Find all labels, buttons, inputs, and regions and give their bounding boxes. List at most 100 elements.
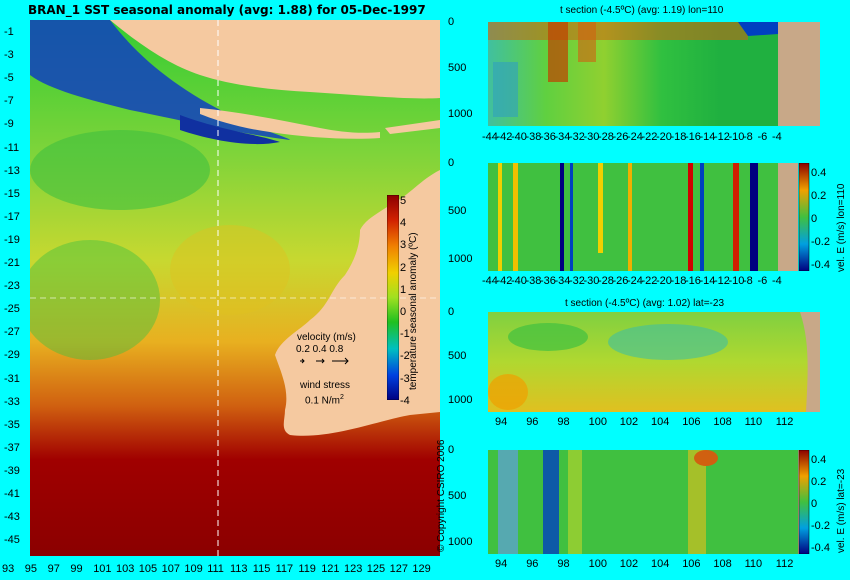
sst-colorbar-tick: -2 bbox=[400, 350, 410, 363]
lon-tick-label: 109 bbox=[184, 563, 203, 575]
panel4-colorbar-label: vel. E (m/s) lat=-23 bbox=[836, 468, 847, 553]
lat-tick-label: -43 bbox=[4, 511, 20, 524]
section-x-tick-label: -42 bbox=[496, 275, 513, 287]
panel3-section bbox=[488, 312, 820, 412]
lon-tick-label: 127 bbox=[389, 563, 408, 575]
lat-tick-label: -41 bbox=[4, 488, 20, 500]
section-x-tick-label: -6 bbox=[757, 131, 768, 143]
lon-tick-label: 129 bbox=[412, 563, 431, 575]
section-x-tick-label: -16 bbox=[685, 131, 701, 143]
section-x-tick-label: 102 bbox=[619, 416, 639, 428]
section-x-tick-label: -34 bbox=[554, 275, 571, 287]
sst-colorbar-label: temperature seasonal anomaly (ºC) bbox=[408, 232, 419, 390]
depth-tick-label: 1000 bbox=[448, 536, 473, 548]
section-x-tick-label: -20 bbox=[656, 275, 672, 287]
section-x-tick-label: -14 bbox=[699, 131, 716, 143]
copyright-notice: © Copyright CSIRO 2006 bbox=[436, 439, 447, 552]
depth-tick-label: 500 bbox=[448, 205, 467, 217]
lat-tick-label: -1 bbox=[4, 26, 14, 38]
section-x-tick-label: -26 bbox=[612, 131, 629, 143]
section-x-tick-label: -36 bbox=[540, 275, 556, 287]
lat-tick-label: -21 bbox=[4, 257, 20, 269]
lon-tick-label: 119 bbox=[298, 563, 316, 575]
section-x-tick-label: 112 bbox=[775, 558, 794, 570]
lat-tick-label: -23 bbox=[4, 280, 20, 293]
velocity-colorbar-tick: -0.4 bbox=[811, 542, 830, 554]
lat-tick-label: -3 bbox=[4, 49, 14, 62]
sst-colorbar-tick: 2 bbox=[400, 261, 407, 274]
section-x-tick-label: 96 bbox=[526, 558, 539, 570]
section-x-tick-label: -14 bbox=[699, 275, 716, 287]
sst-colorbar-tick: -3 bbox=[400, 372, 410, 385]
depth-tick-label: 500 bbox=[448, 490, 467, 502]
lon-tick-label: 117 bbox=[275, 563, 294, 575]
velocity-colorbar-tick: -0.2 bbox=[811, 520, 830, 532]
velocity-colorbar-tick: 0.2 bbox=[811, 190, 827, 202]
section-x-tick-label: -20 bbox=[656, 131, 672, 143]
section-x-tick-label: -32 bbox=[569, 131, 585, 143]
section-x-tick-label: -18 bbox=[670, 131, 687, 143]
panel1-title: t section (-4.5ºC) (avg: 1.19) lon=110 bbox=[560, 5, 724, 16]
lat-tick-label: -29 bbox=[4, 349, 20, 362]
lat-tick-label: -31 bbox=[4, 372, 20, 385]
section-x-tick-label: -42 bbox=[496, 131, 513, 143]
section-x-tick-label: 104 bbox=[651, 416, 670, 428]
velocity-colorbar-tick: 0 bbox=[811, 498, 818, 510]
lat-tick-label: -27 bbox=[4, 326, 20, 339]
section-x-tick-label: -16 bbox=[685, 275, 701, 287]
depth-tick-label: 0 bbox=[448, 444, 455, 456]
section-x-tick-label: -12 bbox=[714, 131, 730, 143]
lat-tick-label: -7 bbox=[4, 95, 14, 108]
velocity-colorbar-tick: 0.4 bbox=[811, 167, 827, 179]
lon-tick-label: 99 bbox=[70, 563, 83, 575]
section-x-tick-label: -4 bbox=[772, 275, 782, 287]
depth-tick-label: 1000 bbox=[448, 394, 473, 406]
section-x-tick-label: 102 bbox=[619, 558, 639, 570]
lon-tick-label: 115 bbox=[252, 563, 271, 575]
section-x-tick-label: -26 bbox=[612, 275, 629, 287]
sst-colorbar-tick: 5 bbox=[400, 195, 407, 207]
sst-colorbar-tick: 4 bbox=[400, 217, 407, 230]
section-x-tick-label: 98 bbox=[557, 416, 570, 428]
lat-tick-label: -17 bbox=[4, 210, 20, 223]
section-x-tick-label: 100 bbox=[588, 416, 607, 428]
depth-tick-label: 500 bbox=[448, 350, 467, 362]
section-x-tick-label: -44 bbox=[482, 275, 498, 287]
section-x-tick-label: -28 bbox=[598, 275, 614, 287]
velocity-legend-scale: 0.2 0.4 0.8 bbox=[296, 344, 344, 355]
lat-tick-label: -15 bbox=[4, 187, 20, 200]
section-x-tick-label: 94 bbox=[495, 558, 508, 570]
lat-tick-label: -39 bbox=[4, 464, 20, 477]
panel2-section bbox=[488, 163, 810, 271]
sst-colorbar-tick: -1 bbox=[400, 328, 410, 341]
section-x-tick-label: -36 bbox=[540, 131, 556, 143]
lat-tick-label: -35 bbox=[4, 418, 20, 431]
section-x-tick-label: -18 bbox=[670, 275, 687, 287]
section-x-tick-label: -38 bbox=[525, 275, 542, 287]
lat-tick-label: -5 bbox=[4, 72, 14, 85]
section-x-tick-label: -32 bbox=[569, 275, 585, 287]
velocity-colorbar-tick: -0.2 bbox=[811, 236, 830, 248]
section-x-tick-label: -24 bbox=[627, 131, 643, 143]
sst-colorbar-tick: 0 bbox=[400, 306, 407, 318]
lon-tick-label: 123 bbox=[344, 563, 363, 575]
lat-tick-label: -13 bbox=[4, 164, 20, 177]
section-x-tick-label: -22 bbox=[641, 131, 658, 143]
main-title: BRAN_1 SST seasonal anomaly (avg: 1.88) … bbox=[28, 3, 426, 17]
section-x-tick-label: 112 bbox=[775, 416, 794, 428]
panel2-colorbar-label: vel. E (m/s) lon=110 bbox=[836, 183, 847, 272]
section-x-tick-label: -28 bbox=[598, 131, 614, 143]
velocity-colorbar-tick: -0.4 bbox=[811, 259, 830, 271]
wind-stress-legend-label: wind stress bbox=[300, 380, 351, 391]
lon-tick-label: 93 bbox=[2, 563, 15, 575]
section-x-tick-label: -22 bbox=[641, 275, 658, 287]
wind-stress-legend-value: 0.1 N/m2 bbox=[305, 394, 344, 407]
sst-anomaly-map bbox=[30, 20, 440, 556]
section-x-tick-label: -44 bbox=[482, 131, 498, 143]
lon-tick-label: 121 bbox=[321, 563, 340, 575]
section-x-tick-label: -40 bbox=[511, 275, 527, 287]
section-x-tick-label: -34 bbox=[554, 131, 571, 143]
section-x-tick-label: 108 bbox=[713, 416, 732, 428]
section-x-tick-label: 100 bbox=[588, 558, 607, 570]
lon-tick-label: 95 bbox=[24, 563, 38, 575]
